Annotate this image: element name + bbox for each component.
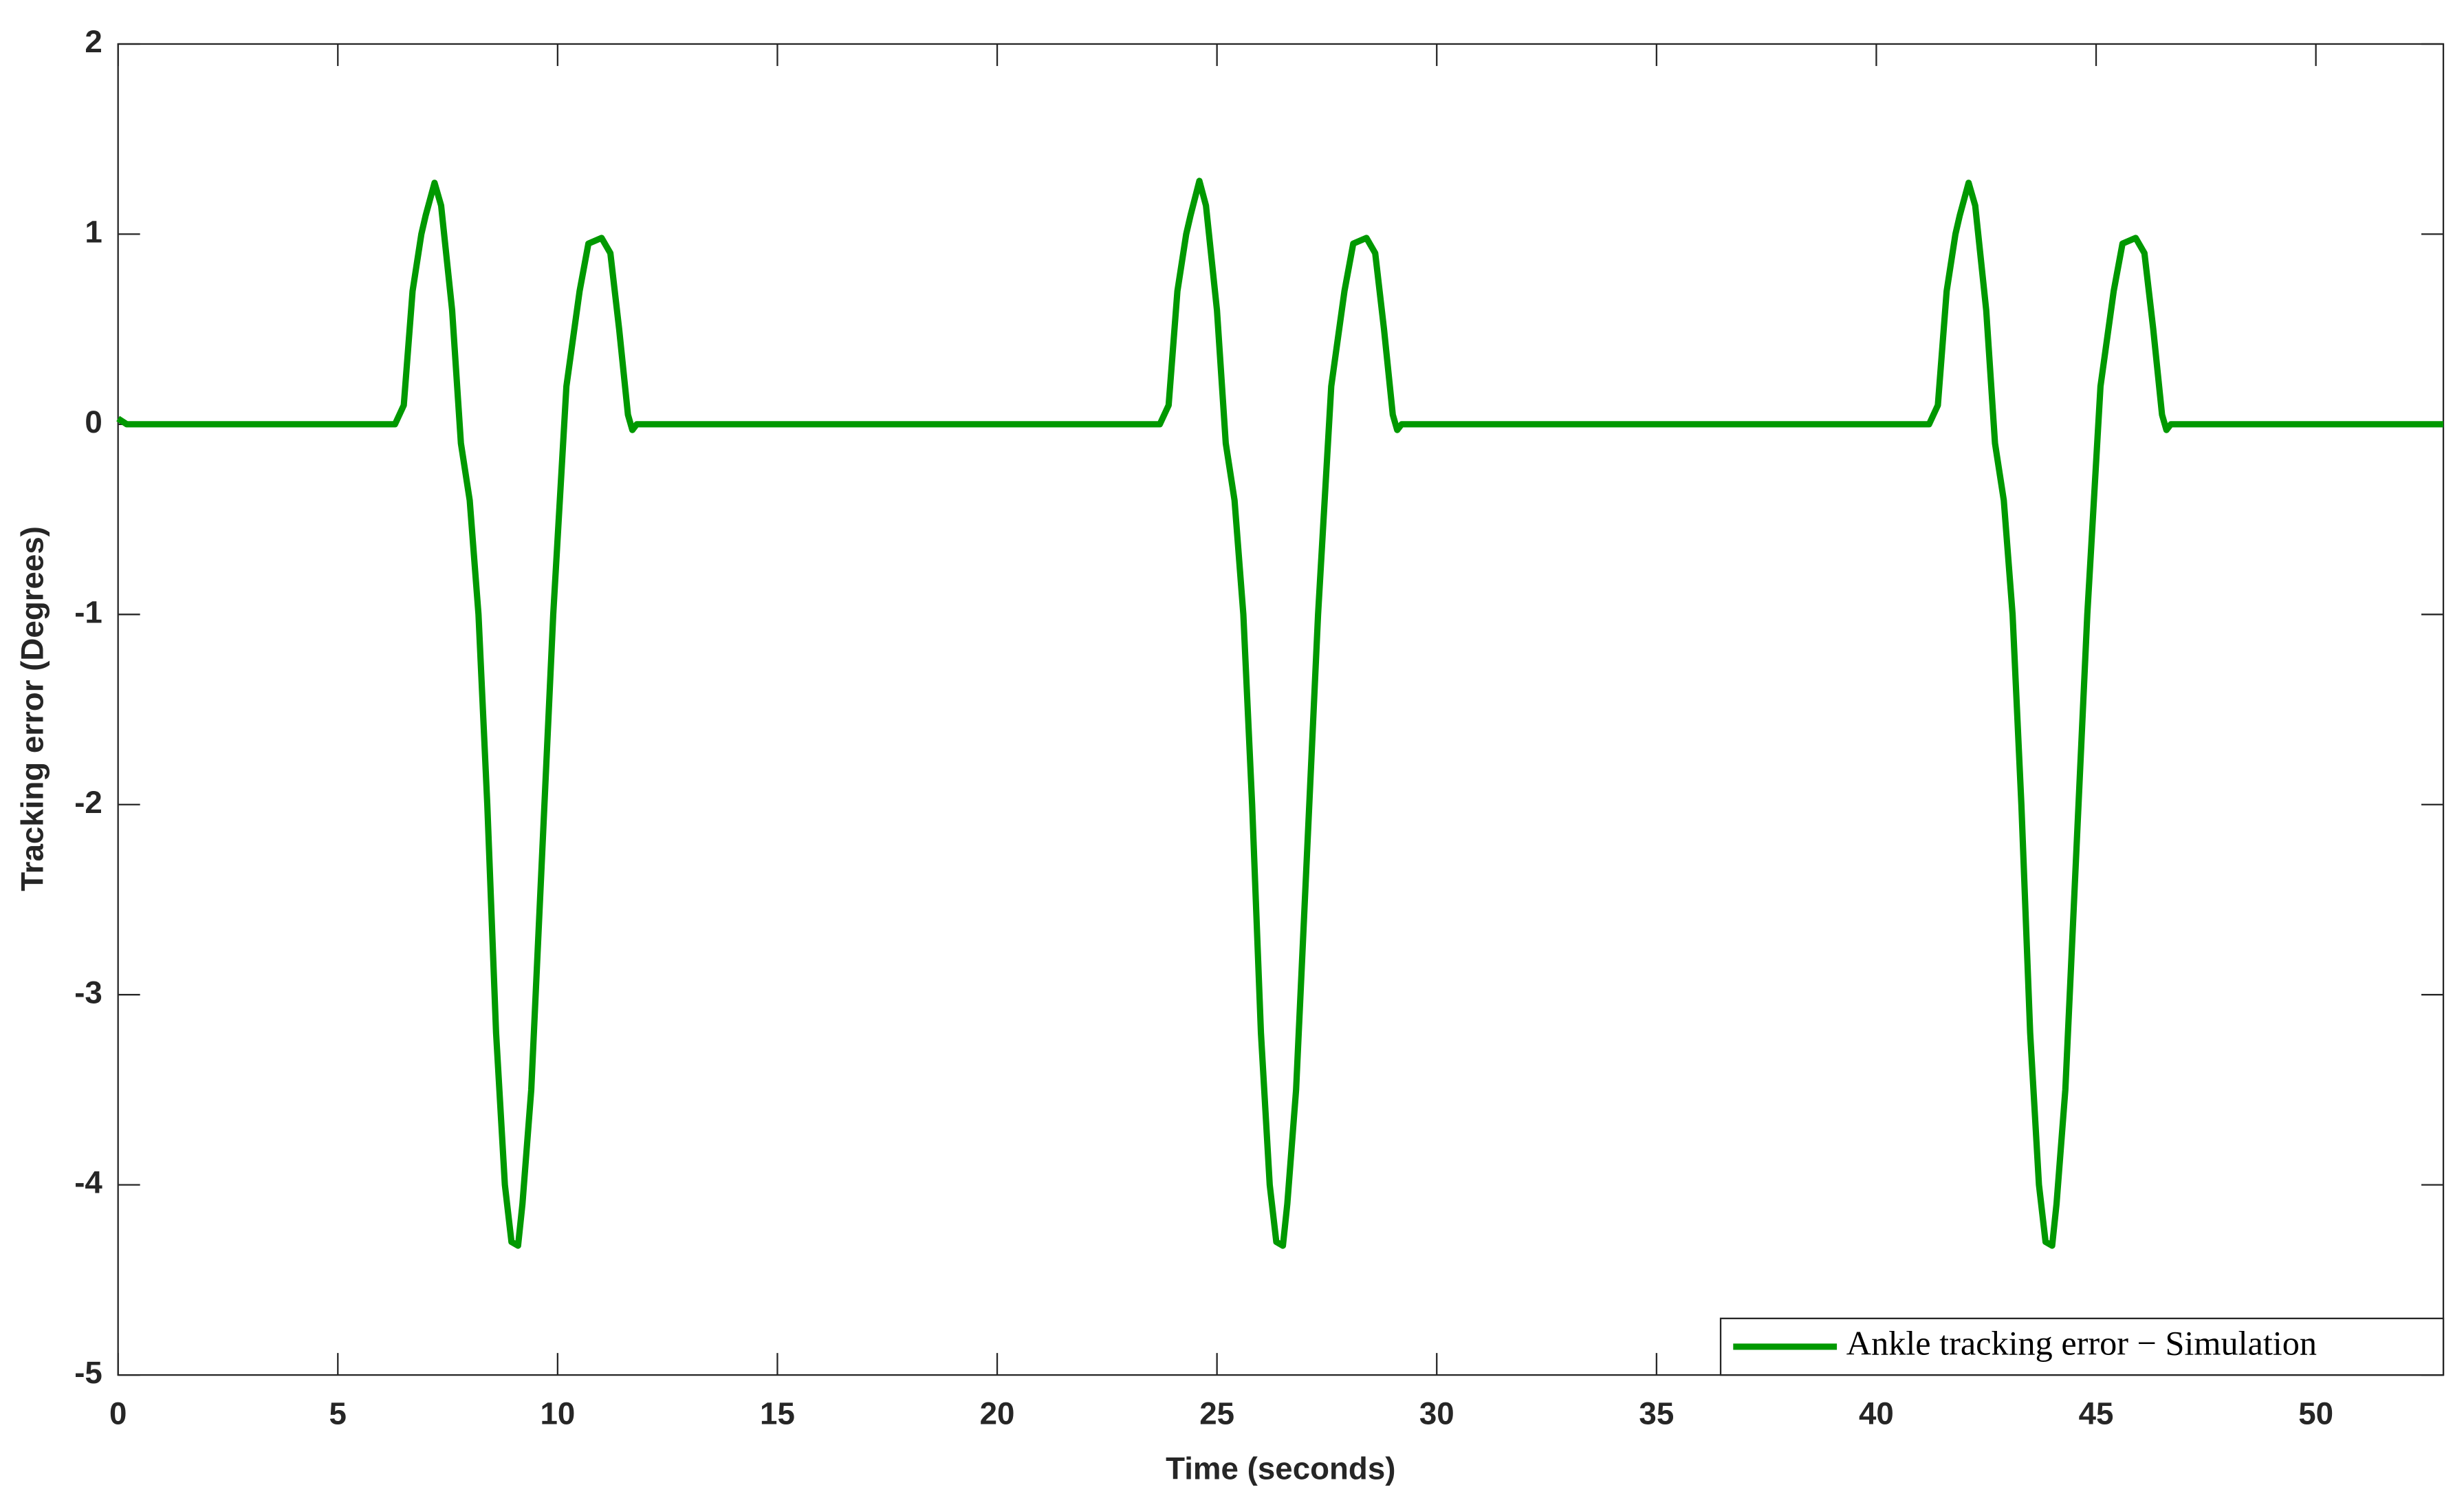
- x-tick-label: 0: [109, 1396, 127, 1431]
- x-tick-label: 40: [1859, 1396, 1894, 1431]
- x-tick-label: 25: [1199, 1396, 1234, 1431]
- x-tick-label: 30: [1419, 1396, 1454, 1431]
- y-tick-label: 2: [85, 24, 102, 59]
- y-tick-label: -3: [74, 975, 102, 1010]
- x-axis-label: Time (seconds): [1166, 1451, 1395, 1486]
- x-tick-label: 20: [980, 1396, 1015, 1431]
- y-tick-label: 1: [85, 214, 102, 249]
- x-tick-label: 50: [2298, 1396, 2333, 1431]
- data-line: [116, 177, 2443, 1249]
- x-tick-label: 35: [1639, 1396, 1674, 1431]
- y-tick-label: 0: [85, 404, 102, 440]
- x-tick-label: 45: [2079, 1396, 2114, 1431]
- x-tick-label: 5: [329, 1396, 347, 1431]
- y-tick-label: -5: [74, 1355, 102, 1390]
- y-axis-label: Tracking error (Degrees): [15, 526, 50, 891]
- y-tick-label: -2: [74, 785, 102, 820]
- y-tick-label: -1: [74, 594, 102, 629]
- y-tick-label: -4: [74, 1165, 102, 1200]
- legend: Ankle tracking error − Simulation: [1719, 1317, 2445, 1376]
- plot-area: [117, 43, 2445, 1376]
- legend-box: [1719, 1317, 2445, 1376]
- x-tick-label: 15: [760, 1396, 795, 1431]
- legend-label: Ankle tracking error − Simulation: [1846, 1323, 2317, 1362]
- x-tick-label: 10: [540, 1396, 575, 1431]
